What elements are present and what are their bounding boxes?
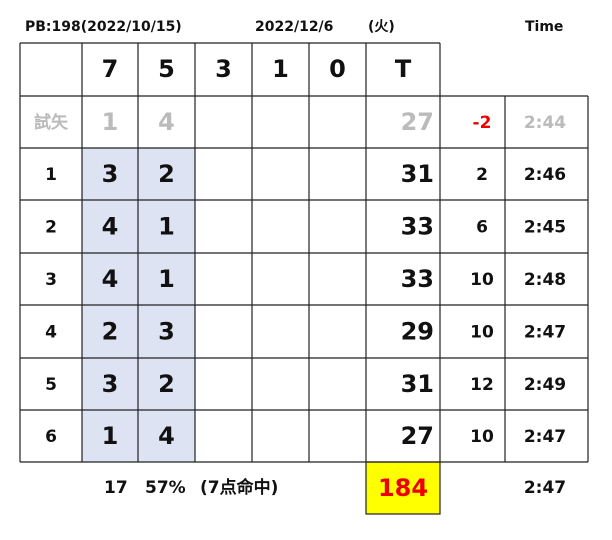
count-7: 2: [102, 318, 119, 346]
count-7: 1: [102, 422, 119, 450]
count-7: 1: [102, 108, 119, 136]
diff: 12: [470, 375, 494, 395]
weekday: (火): [368, 19, 395, 35]
count-7: 4: [102, 265, 119, 293]
diff: -2: [473, 113, 492, 133]
count-5: 3: [158, 318, 175, 346]
time: 2:48: [524, 270, 566, 290]
diff: 6: [476, 218, 488, 238]
row-label: 1: [45, 165, 57, 185]
count-5: 4: [158, 422, 175, 450]
column-header: 7: [102, 55, 119, 83]
count-5: 1: [158, 213, 175, 241]
total: 27: [401, 108, 434, 136]
hits: 17: [104, 478, 128, 498]
total: 27: [401, 422, 434, 450]
count-5: 2: [158, 160, 175, 188]
date: 2022/12/6: [255, 19, 333, 35]
time: 2:47: [524, 323, 566, 343]
row-label: 4: [45, 323, 57, 343]
column-header: 5: [158, 55, 175, 83]
row-label: 3: [45, 270, 57, 290]
total: 29: [401, 318, 434, 346]
rate: 57%: [145, 478, 186, 498]
count-7: 3: [102, 370, 119, 398]
column-header: 0: [329, 55, 346, 83]
pb: PB:198(2022/10/15): [25, 19, 182, 35]
column-header: T: [395, 55, 412, 83]
row-label: 2: [45, 218, 57, 238]
diff: 10: [470, 270, 494, 290]
row-label: 5: [45, 375, 57, 395]
row-label: 6: [45, 427, 57, 447]
column-header: 3: [215, 55, 232, 83]
count-7: 3: [102, 160, 119, 188]
total: 33: [401, 213, 434, 241]
column-header: 1: [272, 55, 289, 83]
count-5: 1: [158, 265, 175, 293]
total-box: [365, 461, 441, 515]
time-label: Time: [525, 19, 563, 35]
count-5: 2: [158, 370, 175, 398]
time: 2:45: [524, 218, 566, 238]
note: (7点命中): [200, 477, 278, 498]
time: 2:49: [524, 375, 566, 395]
diff: 10: [470, 323, 494, 343]
time: 2:47: [524, 427, 566, 447]
time: 2:44: [524, 113, 566, 133]
diff: 10: [470, 427, 494, 447]
time: 2:46: [524, 165, 566, 185]
grand-total: 184: [378, 474, 428, 502]
avg-time: 2:47: [524, 478, 566, 498]
total: 31: [401, 160, 434, 188]
count-7: 4: [102, 213, 119, 241]
total: 31: [401, 370, 434, 398]
diff: 2: [476, 165, 488, 185]
count-5: 4: [158, 108, 175, 136]
total: 33: [401, 265, 434, 293]
row-label: 試矢: [34, 112, 69, 133]
